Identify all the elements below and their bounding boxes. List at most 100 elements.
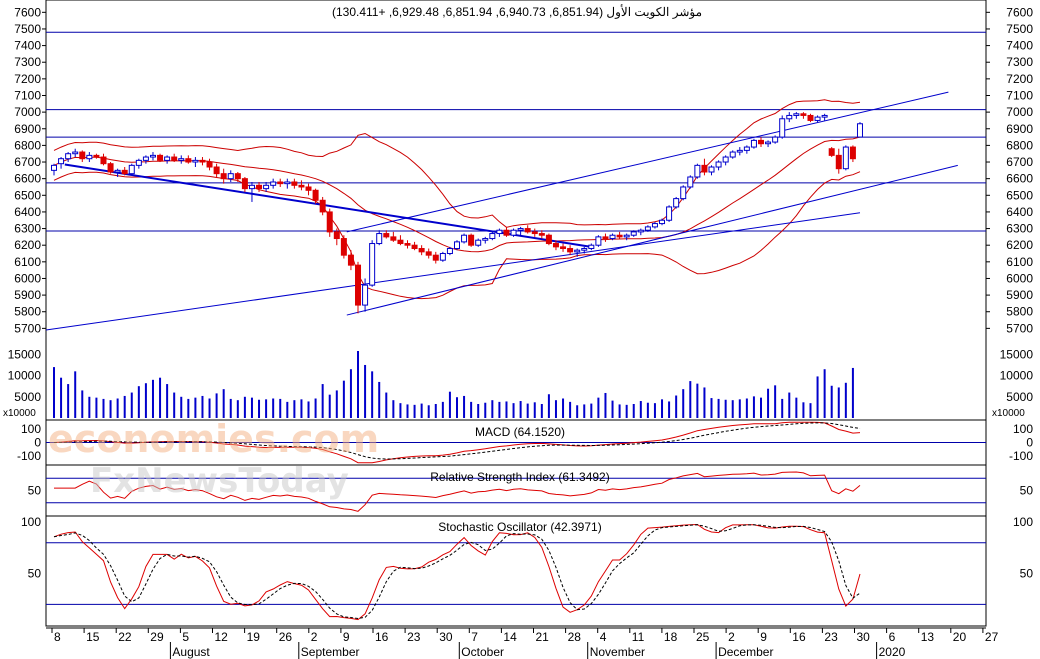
candle-body (171, 156, 178, 161)
y-tick-label-right: 6000 (1006, 271, 1033, 285)
candle-body (305, 186, 312, 191)
candle-body (213, 166, 220, 175)
volume-tick-left: 5000 (14, 390, 41, 404)
day-tick-label: 7 (471, 630, 478, 644)
candle-body (418, 248, 425, 253)
stochastic-d-line (53, 524, 861, 620)
y-tick-label-left: 7300 (14, 55, 41, 69)
month-label: November (590, 645, 645, 659)
candle-body (319, 199, 326, 213)
candle-body (284, 181, 291, 185)
candle-body (482, 238, 489, 241)
candle-body (425, 251, 432, 256)
y-tick-label-left: 7500 (14, 22, 41, 36)
candle-body (835, 154, 842, 170)
y-tick-label-right: 6500 (1006, 188, 1033, 202)
volume-panel: 5000 5000 10000 10000 15000 15000 x10000 x10000 (3, 347, 1033, 419)
day-tick-label: 15 (86, 630, 100, 644)
candle-body (291, 181, 298, 186)
y-tick-label-left: 5900 (14, 288, 41, 302)
candle-body (347, 254, 354, 266)
candle-body (298, 184, 305, 188)
volume-unit-left: x10000 (3, 408, 36, 419)
day-tick-label: 14 (503, 630, 517, 644)
stochastic-panel: 100 100 50 50 (21, 515, 1034, 621)
candle-body (538, 233, 545, 236)
day-tick-label: 30 (857, 630, 871, 644)
candle-body (560, 246, 567, 250)
macd-tick-left: -100 (17, 449, 41, 463)
candle-body (397, 239, 404, 245)
candle-body (192, 159, 199, 163)
candle-body (758, 139, 764, 145)
candle-body (736, 149, 743, 153)
candle-body (369, 243, 376, 286)
candle-body (142, 156, 149, 161)
macd-panel: 100 1000 0-100 -100 (17, 421, 1033, 464)
macd-tick-left: 100 (21, 422, 41, 436)
y-tick-label-right: 6800 (1006, 138, 1033, 152)
y-tick-label-left: 7100 (14, 88, 41, 102)
rsi-line (54, 471, 861, 512)
volume-tick-right: 15000 (1000, 347, 1034, 361)
macd-tick-right: 0 (1026, 436, 1033, 450)
candle-body (503, 229, 510, 236)
y-tick-label-left: 6100 (14, 255, 41, 269)
candle-body (772, 136, 779, 143)
bollinger-middle (53, 136, 861, 253)
candle-body (588, 244, 595, 250)
candle-body (708, 166, 715, 173)
trendline (346, 164, 958, 316)
trendline (64, 163, 592, 248)
day-tick-label: 18 (664, 630, 678, 644)
day-tick-label: 27 (985, 630, 999, 644)
y-tick-label-right: 7200 (1006, 72, 1033, 86)
candle-body (489, 233, 496, 240)
rsi-title: Relative Strength Index (61.3492) (430, 470, 609, 484)
macd-tick-right: -100 (1009, 449, 1033, 463)
candle-body (72, 151, 79, 155)
day-tick-label: 9 (760, 630, 767, 644)
price-panel: 5700 5700 5800 5800 5900 5900 6000 6000 6100 6100… (14, 0, 1033, 627)
candle-body (800, 113, 807, 116)
candle-body (277, 181, 284, 185)
rsi-tick-left: 50 (28, 484, 42, 498)
day-tick-label: 23 (407, 630, 421, 644)
candle-body (227, 173, 234, 180)
day-tick-label: 20 (953, 630, 967, 644)
y-tick-label-right: 5800 (1006, 305, 1033, 319)
candle-body (376, 233, 383, 245)
candle-body (814, 116, 821, 121)
watermark: economies.com FxNewsToday (48, 417, 379, 501)
time-axis: 8 15 22 29 5 12 19 26 2 9 16 23 30 7 14 21 28 4 11 18 25 2 9 16… (46, 627, 999, 659)
day-tick-label: 2 (311, 630, 318, 644)
stochastic-tick-right: 50 (1020, 567, 1034, 581)
candle-body (644, 226, 651, 231)
day-tick-label: 5 (182, 630, 189, 644)
y-tick-label-right: 7500 (1006, 22, 1033, 36)
candle-body (616, 234, 623, 238)
candle-body (623, 234, 630, 238)
y-tick-label-left: 5800 (14, 305, 41, 319)
y-tick-label-right: 7100 (1006, 88, 1033, 102)
y-tick-label-left: 7600 (14, 5, 41, 19)
candle-body (383, 233, 390, 238)
candle-body (743, 146, 750, 151)
candle-body (206, 161, 213, 168)
day-tick-label: 25 (696, 630, 710, 644)
y-tick-label-right: 6200 (1006, 238, 1033, 252)
y-tick-label-right: 6300 (1006, 222, 1033, 236)
candle-body (312, 189, 319, 201)
day-tick-label: 12 (215, 630, 229, 644)
y-tick-label-left: 6200 (14, 238, 41, 252)
volume-unit-right: x10000 (992, 408, 1025, 419)
candle-body (135, 159, 142, 166)
candle-body (256, 184, 263, 190)
candle-body (362, 284, 369, 306)
day-tick-label: 4 (600, 630, 607, 644)
candle-body (178, 158, 185, 161)
candle-body (107, 163, 114, 173)
panel-frame-3 (45, 515, 987, 627)
y-tick-label-right: 6600 (1006, 172, 1033, 186)
